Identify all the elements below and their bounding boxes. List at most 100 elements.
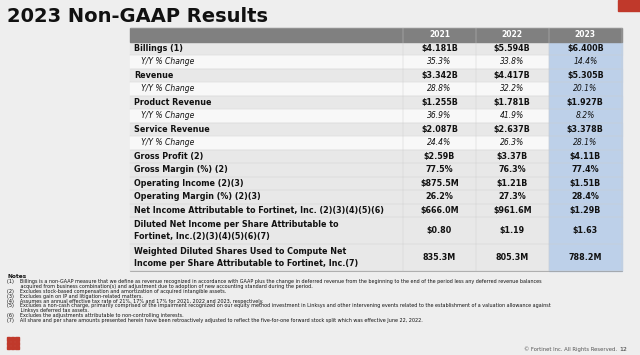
Bar	[130, 190, 622, 203]
Bar	[130, 217, 622, 244]
Text: $1.927B: $1.927B	[567, 98, 604, 107]
Bar	[548, 109, 622, 122]
Text: $3.378B: $3.378B	[567, 125, 604, 134]
Text: 33.8%: 33.8%	[500, 57, 524, 66]
Text: (5)    Excludes a non-cash charge, primarily comprised of the impairment recogni: (5) Excludes a non-cash charge, primaril…	[7, 304, 551, 308]
Bar	[15, 342, 19, 345]
Bar	[130, 28, 622, 42]
Text: 76.3%: 76.3%	[499, 165, 526, 174]
Text: 32.2%: 32.2%	[500, 84, 524, 93]
Text: Y/Y % Change: Y/Y % Change	[134, 111, 195, 120]
Bar	[130, 69, 622, 82]
Text: $5.305B: $5.305B	[567, 71, 604, 80]
Text: Diluted Net Income per Share Attributable to: Diluted Net Income per Share Attributabl…	[134, 220, 339, 229]
Bar	[548, 203, 622, 217]
Text: $1.21B: $1.21B	[497, 179, 528, 188]
Bar	[130, 109, 622, 122]
Bar	[11, 337, 14, 340]
Text: $3.37B: $3.37B	[497, 152, 528, 161]
Text: 26.2%: 26.2%	[426, 192, 453, 201]
Text: 24.4%: 24.4%	[428, 138, 452, 147]
Bar	[130, 122, 622, 136]
Text: 2023: 2023	[575, 30, 596, 39]
Text: Product Revenue: Product Revenue	[134, 98, 211, 107]
Bar	[548, 69, 622, 82]
Bar	[548, 55, 622, 69]
Bar	[548, 149, 622, 163]
Text: $1.19: $1.19	[500, 226, 525, 235]
Bar	[130, 176, 622, 190]
Text: Billings (1): Billings (1)	[134, 44, 183, 53]
Bar	[15, 337, 19, 340]
Text: (2)    Excludes stock-based compensation and amortization of acquired intangible: (2) Excludes stock-based compensation an…	[7, 289, 227, 294]
Text: 8.2%: 8.2%	[575, 111, 595, 120]
Text: 835.3M: 835.3M	[423, 253, 456, 262]
Text: $4.417B: $4.417B	[494, 71, 531, 80]
Text: 20.1%: 20.1%	[573, 84, 598, 93]
Text: Gross Profit (2): Gross Profit (2)	[134, 152, 204, 161]
Text: 28.4%: 28.4%	[572, 192, 599, 201]
Bar	[130, 136, 622, 149]
Bar	[548, 42, 622, 55]
Bar	[548, 136, 622, 149]
Text: $6.400B: $6.400B	[567, 44, 604, 53]
Text: Y/Y % Change: Y/Y % Change	[134, 57, 195, 66]
Text: 77.5%: 77.5%	[426, 165, 453, 174]
Text: acquired from business combination(s) and adjustment due to adoption of new acco: acquired from business combination(s) an…	[7, 284, 313, 289]
Text: 77.4%: 77.4%	[572, 165, 599, 174]
Text: 28.8%: 28.8%	[428, 84, 452, 93]
Text: (6)    Excludes the adjustments attributable to non-controlling interests.: (6) Excludes the adjustments attributabl…	[7, 313, 184, 318]
Text: 2022: 2022	[502, 30, 523, 39]
Text: 26.3%: 26.3%	[500, 138, 524, 147]
Text: $2.59B: $2.59B	[424, 152, 455, 161]
Bar	[548, 82, 622, 95]
Bar	[7, 342, 10, 345]
Bar	[11, 346, 14, 349]
Text: Weighted Diluted Shares Used to Compute Net: Weighted Diluted Shares Used to Compute …	[134, 247, 346, 256]
Bar	[130, 149, 622, 163]
Text: $2.637B: $2.637B	[494, 125, 531, 134]
Text: Operating Margin (%) (2)(3): Operating Margin (%) (2)(3)	[134, 192, 260, 201]
Text: Revenue: Revenue	[134, 71, 173, 80]
Text: (7)    All share and per share amounts presented herein have been retroactively : (7) All share and per share amounts pres…	[7, 318, 423, 323]
Text: Income per Share Attributable to Fortinet, Inc.(7): Income per Share Attributable to Fortine…	[134, 259, 358, 268]
Bar	[11, 342, 14, 345]
Text: $5.594B: $5.594B	[494, 44, 531, 53]
Text: $666.0M: $666.0M	[420, 206, 459, 215]
Bar	[130, 244, 622, 271]
Bar	[548, 190, 622, 203]
Text: Y/Y % Change: Y/Y % Change	[134, 84, 195, 93]
Bar	[130, 82, 622, 95]
Bar	[130, 95, 622, 109]
Text: Service Revenue: Service Revenue	[134, 125, 210, 134]
Bar	[548, 244, 622, 271]
Text: $961.6M: $961.6M	[493, 206, 532, 215]
Text: $4.181B: $4.181B	[421, 44, 458, 53]
Text: $1.29B: $1.29B	[570, 206, 601, 215]
Text: 12: 12	[619, 347, 627, 352]
Text: $875.5M: $875.5M	[420, 179, 459, 188]
Bar	[7, 346, 10, 349]
Bar	[548, 176, 622, 190]
Text: 27.3%: 27.3%	[499, 192, 526, 201]
Text: Net Income Attributable to Fortinet, Inc. (2)(3)(4)(5)(6): Net Income Attributable to Fortinet, Inc…	[134, 206, 384, 215]
Text: © Fortinet Inc. All Rights Reserved.: © Fortinet Inc. All Rights Reserved.	[524, 346, 617, 352]
Text: 788.2M: 788.2M	[568, 253, 602, 262]
Text: Notes: Notes	[7, 274, 26, 279]
Text: (4)    Assumes an annual effective tax rate of 21%, 17% and 17% for 2021, 2022 a: (4) Assumes an annual effective tax rate…	[7, 299, 263, 304]
Text: $0.80: $0.80	[427, 226, 452, 235]
Bar	[130, 42, 622, 55]
Bar	[130, 55, 622, 69]
Text: 41.9%: 41.9%	[500, 111, 524, 120]
Text: Operating Income (2)(3): Operating Income (2)(3)	[134, 179, 244, 188]
Text: 14.4%: 14.4%	[573, 57, 598, 66]
Text: (3)    Excludes gain on IP and litigation-related matters.: (3) Excludes gain on IP and litigation-r…	[7, 294, 143, 299]
Bar	[130, 163, 622, 176]
Text: Gross Margin (%) (2): Gross Margin (%) (2)	[134, 165, 228, 174]
Text: $1.781B: $1.781B	[494, 98, 531, 107]
Bar	[548, 95, 622, 109]
Text: $2.087B: $2.087B	[421, 125, 458, 134]
Bar	[7, 337, 10, 340]
Text: Fortinet, Inc.(2)(3)(4)(5)(6)(7): Fortinet, Inc.(2)(3)(4)(5)(6)(7)	[134, 232, 270, 241]
Text: $3.342B: $3.342B	[421, 71, 458, 80]
